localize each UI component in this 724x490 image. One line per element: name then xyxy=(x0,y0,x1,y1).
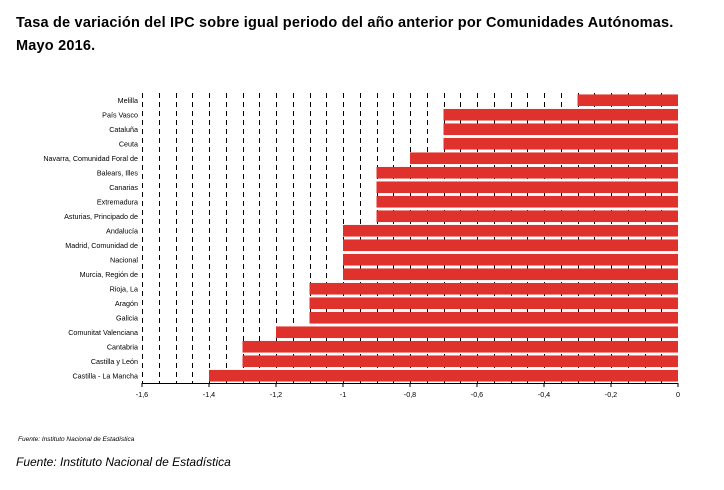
bar-13 xyxy=(343,268,678,281)
category-label: Castilla - La Mancha xyxy=(72,371,138,380)
category-label: Cataluña xyxy=(109,125,138,134)
category-label: Extremadura xyxy=(97,197,138,206)
bar-18 xyxy=(242,340,678,353)
x-tick-label: -0,4 xyxy=(538,390,550,399)
category-label: Cantabria xyxy=(107,342,138,351)
bar-11 xyxy=(343,239,678,252)
x-tick-label: -1,6 xyxy=(136,390,148,399)
x-tick-label: -0,2 xyxy=(605,390,617,399)
bar-17 xyxy=(276,326,678,339)
bar-14 xyxy=(309,282,678,295)
x-tick-label: -0,8 xyxy=(404,390,416,399)
category-label: Galicia xyxy=(116,313,138,322)
bar-16 xyxy=(309,311,678,324)
bar-15 xyxy=(309,297,678,310)
bar-5 xyxy=(410,152,678,165)
category-label: Comunitat Valenciana xyxy=(68,328,138,337)
x-tick-label: -1,2 xyxy=(270,390,282,399)
category-label: Rioja, La xyxy=(110,284,138,293)
chart-title: Tasa de variación del IPC sobre igual pe… xyxy=(16,12,716,58)
category-label: Castilla y León xyxy=(91,357,138,366)
x-tick-label: 0 xyxy=(676,390,680,399)
x-axis: -1,6 -1,4 -1,2 -1 -0,8 -0,6 -0,4 -0,2 0 xyxy=(136,383,680,399)
bar-1 xyxy=(577,94,678,107)
bar-4 xyxy=(443,137,678,150)
bar-19 xyxy=(242,355,678,368)
bar-3 xyxy=(443,123,678,136)
chart-title-line-1: Tasa de variación del IPC sobre igual pe… xyxy=(16,15,674,31)
x-tick-label: -1 xyxy=(340,390,346,399)
category-label: Madrid, Comunidad de xyxy=(65,241,138,250)
bar-8 xyxy=(376,195,678,208)
bars xyxy=(209,94,678,382)
category-label: Murcia, Región de xyxy=(80,270,138,279)
bar-6 xyxy=(376,166,678,179)
category-label: Ceuta xyxy=(119,139,138,148)
category-label: Canarias xyxy=(109,183,138,192)
source-note: Fuente: Instituto Nacional de Estadístic… xyxy=(16,455,231,469)
bar-2 xyxy=(443,108,678,121)
chart-title-line-2: Mayo 2016. xyxy=(16,38,96,54)
category-label: Aragón xyxy=(115,299,138,308)
x-tick-label: -1,4 xyxy=(203,390,215,399)
category-label: Asturias, Principado de xyxy=(64,212,138,221)
category-label: Melilla xyxy=(118,96,138,105)
category-label: País Vasco xyxy=(102,110,138,119)
bar-20 xyxy=(209,369,678,382)
category-labels: Melilla País Vasco Cataluña Ceuta Navarra, C… xyxy=(43,96,138,381)
bar-9 xyxy=(376,210,678,223)
category-label: Balears, Illes xyxy=(97,168,139,177)
bar-10 xyxy=(343,224,678,237)
category-label: Navarra, Comunidad Foral de xyxy=(43,154,138,163)
category-label: Nacional xyxy=(110,255,138,264)
x-tick-label: -0,6 xyxy=(471,390,483,399)
gridlines xyxy=(142,93,662,383)
source-note-small: Fuente: Instituto Nacional de Estadístic… xyxy=(18,436,135,443)
bar-12 xyxy=(343,253,678,266)
bar-7 xyxy=(376,181,678,194)
category-label: Andalucía xyxy=(106,226,138,235)
